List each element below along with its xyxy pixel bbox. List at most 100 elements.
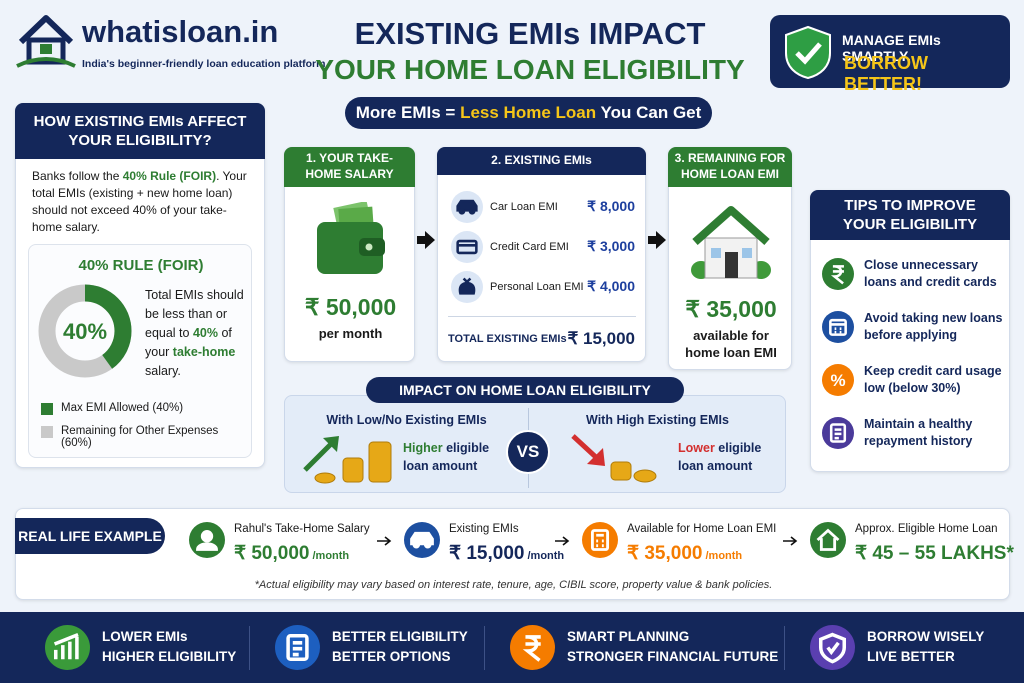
example-unit: /month [312, 550, 350, 562]
emi-amount: ₹ 8,000 [587, 198, 635, 214]
brand-name: whatisloan.in [82, 14, 279, 49]
example-amount: ₹ 35,000 [627, 543, 703, 564]
example-step-value: ₹ 15,000/month [449, 542, 564, 565]
how-text: Banks follow the 40% Rule (FOIR). Your t… [32, 168, 254, 236]
tips-title: TIPS TO IMPROVE YOUR ELIGIBILITY [810, 190, 1010, 240]
subtitle-before: More EMIs = [355, 103, 461, 122]
vs-badge: VS [506, 430, 550, 474]
tip-icon: % [822, 364, 854, 396]
foir-text: Total EMIs should be less than or equal … [145, 286, 249, 381]
brand-tagline: India's beginner-friendly loan education… [82, 58, 326, 70]
title-line2: YOUR HOME LOAN ELIGIBILITY [315, 54, 745, 85]
example-unit: /month [705, 550, 743, 562]
impact-title: IMPACT ON HOME LOAN ELIGIBILITY [366, 377, 684, 403]
step3-card: 3. REMAINING FOR HOME LOAN EMI ₹ 35,000 … [668, 147, 792, 370]
divider [484, 626, 485, 670]
example-step-label: Rahul's Take-Home Salary [234, 523, 370, 535]
footer-line1: BORROW WISELY [867, 629, 985, 644]
emi-amount: ₹ 4,000 [587, 278, 635, 294]
arrow [555, 536, 570, 546]
footer-icon [45, 625, 90, 670]
step2-card: 2. EXISTING EMIs TOTAL EXISTING EMIs ₹ 1… [437, 147, 646, 362]
wallet-icon [317, 202, 385, 274]
footer-line2: STRONGER FINANCIAL FUTURE [567, 649, 779, 664]
divider [784, 626, 785, 670]
step2-title: 2. EXISTING EMIs [437, 147, 646, 175]
tip-text: Maintain a healthy repayment history [864, 417, 973, 448]
arrow [417, 231, 435, 249]
foir-text-3: of your [145, 326, 232, 359]
total-amount: ₹ 15,000 [567, 329, 635, 348]
footer-line2: HIGHER ELIGIBILITY [102, 649, 237, 664]
step1-title: 1. YOUR TAKE-HOME SALARY [284, 147, 415, 187]
example-amount: ₹ 15,000 [449, 543, 525, 564]
house-icon [691, 206, 771, 279]
divider [448, 316, 636, 317]
arrow [648, 231, 666, 249]
example-step-value: ₹ 35,000/month [627, 542, 742, 565]
example-step-value: ₹ 50,000/month [234, 542, 349, 565]
tip-icon [822, 311, 854, 343]
example-icon [189, 522, 225, 558]
total-label: TOTAL EXISTING EMIs [448, 333, 567, 345]
footer-icon [810, 625, 855, 670]
tip-text: Keep credit card usage low (below 30%) [864, 364, 1002, 395]
impact-high-heading: With High Existing EMIs [586, 413, 729, 427]
example-icon [582, 522, 618, 558]
example-step-label: Approx. Eligible Home Loan [855, 523, 998, 535]
step3-amount: ₹ 35,000 [685, 296, 777, 322]
badge: MANAGE EMIs SMARTLY, BORROW BETTER! [770, 15, 1010, 94]
impact-high-text: Lower eligible loan amount [678, 439, 778, 475]
impact-high-highlight: Lower [678, 441, 715, 455]
footer-icon [275, 625, 320, 670]
shield-icon [785, 25, 831, 79]
example-unit: /month [527, 550, 565, 562]
badge-line2: BORROW BETTER! [844, 53, 928, 94]
example-label: REAL LIFE EXAMPLE [15, 518, 165, 554]
arrow [377, 536, 392, 546]
legend-label: Max EMI Allowed (40%) [61, 402, 184, 414]
tip-text: Avoid taking new loans before applying [864, 311, 1003, 342]
emi-icon [451, 271, 483, 303]
example-icon [404, 522, 440, 558]
emi-icon [451, 191, 483, 223]
divider [249, 626, 250, 670]
subtitle-after: You Can Get [596, 103, 702, 122]
step3-title: 3. REMAINING FOR HOME LOAN EMI [668, 147, 792, 187]
impact-box: With Low/No Existing EMIs Higher eligibl… [284, 395, 786, 493]
title-line1: EXISTING EMIs IMPACT [354, 16, 706, 51]
arrow [783, 536, 798, 546]
example-icon [810, 522, 846, 558]
emi-label: Car Loan EMI [490, 201, 558, 213]
emi-label: Credit Card EMI [490, 241, 569, 253]
footer: LOWER EMIs HIGHER ELIGIBILITY BETTER ELIGI… [0, 612, 1024, 683]
example-step-label: Available for Home Loan EMI [627, 523, 777, 535]
example-step-value: ₹ 45 – 55 LAKHS* [855, 542, 1014, 565]
foir-text-4: take-home [172, 345, 236, 359]
legend-swatch [41, 403, 53, 415]
footer-line2: LIVE BETTER [867, 649, 955, 664]
decline-icon [571, 434, 657, 483]
footer-icon [510, 625, 555, 670]
donut-label: 40% [63, 319, 107, 344]
legend-swatch [41, 426, 53, 438]
impact-low-text: Higher eligible loan amount [403, 439, 513, 475]
how-panel: HOW EXISTING EMIs AFFECT YOUR ELIGIBILIT… [15, 103, 265, 468]
tip-icon [822, 417, 854, 449]
impact-low-heading: With Low/No Existing EMIs [326, 413, 487, 427]
step1-note: per month [318, 326, 383, 341]
tip-text: Close unnecessary loans and credit cards [864, 258, 997, 289]
example-amount: ₹ 50,000 [234, 543, 310, 564]
impact-low-highlight: Higher [403, 441, 443, 455]
emi-label: Personal Loan EMI [490, 281, 584, 293]
foir-text-5: salary. [145, 364, 181, 378]
how-text-highlight: 40% Rule (FOIR) [122, 169, 217, 183]
step1-amount: ₹ 50,000 [304, 294, 397, 320]
example-step-label: Existing EMIs [449, 523, 519, 535]
example-footnote: *Actual eligibility may vary based on in… [254, 579, 773, 591]
impact-high-rest: eligible loan amount [678, 441, 762, 473]
foir-card: 40% RULE (FOIR) 40% Total EMIs should be… [28, 244, 252, 458]
emi-amount: ₹ 3,000 [587, 238, 635, 254]
